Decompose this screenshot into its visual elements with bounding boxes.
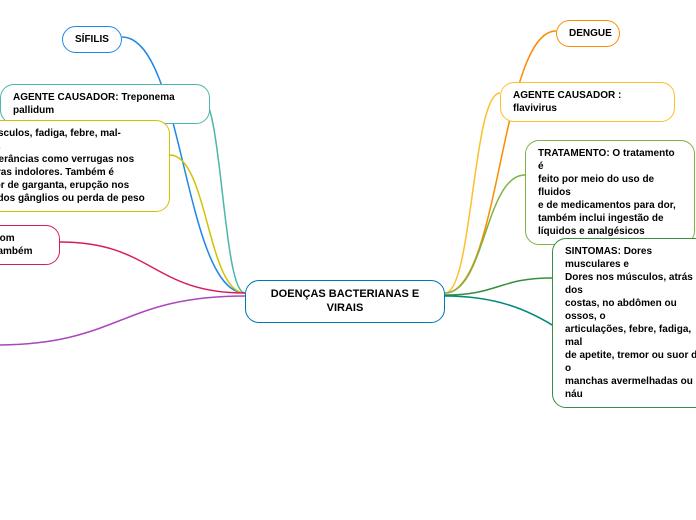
node-dengue: DENGUE	[556, 20, 620, 47]
node-sifilis: SÍFILIS	[62, 26, 122, 53]
node-agente_dengue: AGENTE CAUSADOR : flavivirus	[500, 82, 675, 122]
connector-tratamento_dengue	[445, 175, 525, 293]
connector-agente_sifilis	[200, 95, 245, 293]
node-sintomas_sifilis: músculos, fadiga, febre, mal- tite. tube…	[0, 120, 170, 212]
connector-roxo	[0, 296, 245, 345]
node-agente_sifilis: AGENTE CAUSADOR: Treponema pallidum	[0, 84, 210, 124]
connector-tratamento_sifilis	[60, 242, 245, 293]
node-sintomas_dengue: SINTOMAS: Dores musculares e Dores nos m…	[552, 238, 696, 408]
connector-sintomas_dengue	[445, 278, 552, 295]
node-tratamento_dengue: TRATAMENTO: O tratamento é feito por mei…	[525, 140, 695, 245]
connector-agente_dengue	[445, 93, 500, 293]
connector-sintomas_sifilis	[170, 155, 245, 293]
node-tratamento_sifilis: la com is também	[0, 225, 60, 265]
center-node: DOENÇAS BACTERIANAS E VIRAIS	[245, 280, 445, 323]
